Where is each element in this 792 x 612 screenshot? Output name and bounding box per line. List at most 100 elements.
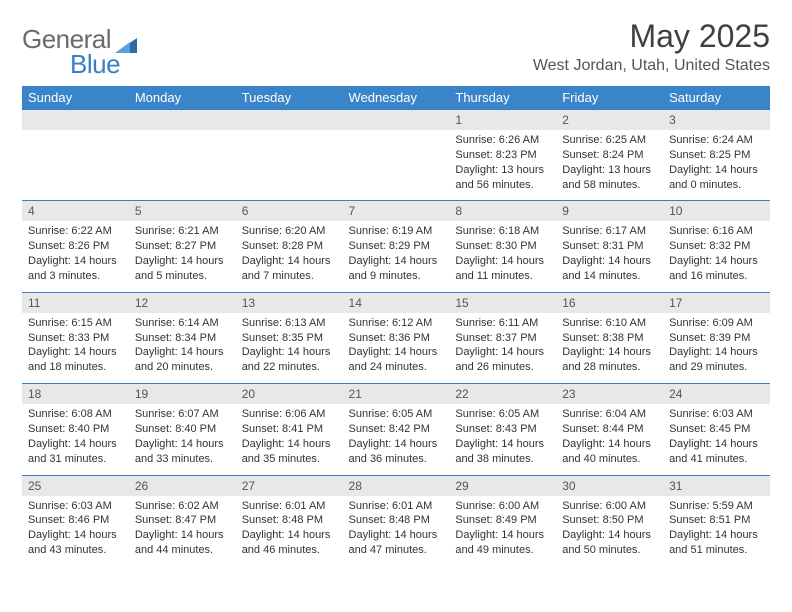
daylight-text: Daylight: 14 hours and 46 minutes.	[242, 528, 337, 558]
sunset-text: Sunset: 8:45 PM	[669, 422, 764, 437]
daylight-text: Daylight: 14 hours and 16 minutes.	[669, 254, 764, 284]
sunrise-text: Sunrise: 6:09 AM	[669, 316, 764, 331]
date-cell: 3	[663, 110, 770, 131]
info-cell: Sunrise: 6:02 AMSunset: 8:47 PMDaylight:…	[129, 496, 236, 566]
sunrise-text: Sunrise: 6:01 AM	[242, 499, 337, 514]
sunrise-text: Sunrise: 6:13 AM	[242, 316, 337, 331]
sunrise-text: Sunrise: 6:05 AM	[349, 407, 444, 422]
date-cell: 21	[343, 384, 450, 405]
daylight-text: Daylight: 14 hours and 44 minutes.	[135, 528, 230, 558]
sunset-text: Sunset: 8:40 PM	[135, 422, 230, 437]
daylight-text: Daylight: 14 hours and 33 minutes.	[135, 437, 230, 467]
month-title: May 2025	[533, 18, 770, 55]
sunset-text: Sunset: 8:26 PM	[28, 239, 123, 254]
sunrise-text: Sunrise: 6:14 AM	[135, 316, 230, 331]
sunrise-text: Sunrise: 6:00 AM	[455, 499, 550, 514]
sunrise-text: Sunrise: 6:04 AM	[562, 407, 657, 422]
daylight-text: Daylight: 14 hours and 0 minutes.	[669, 163, 764, 193]
col-tuesday: Tuesday	[236, 86, 343, 110]
sunset-text: Sunset: 8:49 PM	[455, 513, 550, 528]
info-cell: Sunrise: 6:04 AMSunset: 8:44 PMDaylight:…	[556, 404, 663, 475]
daylight-text: Daylight: 14 hours and 38 minutes.	[455, 437, 550, 467]
date-cell: 11	[22, 292, 129, 313]
sunset-text: Sunset: 8:24 PM	[562, 148, 657, 163]
location-subtitle: West Jordan, Utah, United States	[533, 57, 770, 75]
info-cell: Sunrise: 6:20 AMSunset: 8:28 PMDaylight:…	[236, 221, 343, 292]
info-row: Sunrise: 6:03 AMSunset: 8:46 PMDaylight:…	[22, 496, 770, 566]
date-cell: 31	[663, 475, 770, 496]
col-sunday: Sunday	[22, 86, 129, 110]
info-row: Sunrise: 6:22 AMSunset: 8:26 PMDaylight:…	[22, 221, 770, 292]
sunset-text: Sunset: 8:46 PM	[28, 513, 123, 528]
col-friday: Friday	[556, 86, 663, 110]
info-cell	[236, 130, 343, 201]
sunrise-text: Sunrise: 6:18 AM	[455, 224, 550, 239]
sunrise-text: Sunrise: 6:15 AM	[28, 316, 123, 331]
daylight-text: Daylight: 14 hours and 47 minutes.	[349, 528, 444, 558]
col-thursday: Thursday	[449, 86, 556, 110]
sunrise-text: Sunrise: 6:08 AM	[28, 407, 123, 422]
date-cell: 9	[556, 201, 663, 222]
sunset-text: Sunset: 8:50 PM	[562, 513, 657, 528]
sunset-text: Sunset: 8:51 PM	[669, 513, 764, 528]
info-cell: Sunrise: 6:24 AMSunset: 8:25 PMDaylight:…	[663, 130, 770, 201]
date-row: 45678910	[22, 201, 770, 222]
info-cell: Sunrise: 6:01 AMSunset: 8:48 PMDaylight:…	[343, 496, 450, 566]
info-cell: Sunrise: 6:05 AMSunset: 8:43 PMDaylight:…	[449, 404, 556, 475]
logo: GeneralBlue	[22, 18, 139, 80]
info-cell	[22, 130, 129, 201]
sunset-text: Sunset: 8:44 PM	[562, 422, 657, 437]
info-cell: Sunrise: 6:00 AMSunset: 8:50 PMDaylight:…	[556, 496, 663, 566]
sunrise-text: Sunrise: 5:59 AM	[669, 499, 764, 514]
info-cell	[343, 130, 450, 201]
info-cell: Sunrise: 6:18 AMSunset: 8:30 PMDaylight:…	[449, 221, 556, 292]
info-cell: Sunrise: 6:17 AMSunset: 8:31 PMDaylight:…	[556, 221, 663, 292]
info-row: Sunrise: 6:26 AMSunset: 8:23 PMDaylight:…	[22, 130, 770, 201]
sunset-text: Sunset: 8:48 PM	[349, 513, 444, 528]
sunset-text: Sunset: 8:42 PM	[349, 422, 444, 437]
col-wednesday: Wednesday	[343, 86, 450, 110]
daylight-text: Daylight: 14 hours and 22 minutes.	[242, 345, 337, 375]
date-cell: 19	[129, 384, 236, 405]
sunset-text: Sunset: 8:40 PM	[28, 422, 123, 437]
info-cell: Sunrise: 6:15 AMSunset: 8:33 PMDaylight:…	[22, 313, 129, 384]
daylight-text: Daylight: 14 hours and 51 minutes.	[669, 528, 764, 558]
sunrise-text: Sunrise: 6:00 AM	[562, 499, 657, 514]
date-row: 123	[22, 110, 770, 131]
info-row: Sunrise: 6:15 AMSunset: 8:33 PMDaylight:…	[22, 313, 770, 384]
sunset-text: Sunset: 8:37 PM	[455, 331, 550, 346]
sunrise-text: Sunrise: 6:12 AM	[349, 316, 444, 331]
sunrise-text: Sunrise: 6:02 AM	[135, 499, 230, 514]
info-cell: Sunrise: 5:59 AMSunset: 8:51 PMDaylight:…	[663, 496, 770, 566]
info-cell: Sunrise: 6:11 AMSunset: 8:37 PMDaylight:…	[449, 313, 556, 384]
info-cell: Sunrise: 6:21 AMSunset: 8:27 PMDaylight:…	[129, 221, 236, 292]
date-cell: 17	[663, 292, 770, 313]
daylight-text: Daylight: 14 hours and 28 minutes.	[562, 345, 657, 375]
col-saturday: Saturday	[663, 86, 770, 110]
info-row: Sunrise: 6:08 AMSunset: 8:40 PMDaylight:…	[22, 404, 770, 475]
sunrise-text: Sunrise: 6:19 AM	[349, 224, 444, 239]
date-cell: 12	[129, 292, 236, 313]
date-cell: 29	[449, 475, 556, 496]
sunset-text: Sunset: 8:23 PM	[455, 148, 550, 163]
info-cell: Sunrise: 6:13 AMSunset: 8:35 PMDaylight:…	[236, 313, 343, 384]
sunrise-text: Sunrise: 6:24 AM	[669, 133, 764, 148]
daylight-text: Daylight: 14 hours and 20 minutes.	[135, 345, 230, 375]
sunset-text: Sunset: 8:35 PM	[242, 331, 337, 346]
info-cell: Sunrise: 6:03 AMSunset: 8:46 PMDaylight:…	[22, 496, 129, 566]
date-cell: 5	[129, 201, 236, 222]
date-row: 11121314151617	[22, 292, 770, 313]
daylight-text: Daylight: 14 hours and 50 minutes.	[562, 528, 657, 558]
day-header-row: Sunday Monday Tuesday Wednesday Thursday…	[22, 86, 770, 110]
daylight-text: Daylight: 14 hours and 36 minutes.	[349, 437, 444, 467]
info-cell: Sunrise: 6:08 AMSunset: 8:40 PMDaylight:…	[22, 404, 129, 475]
date-cell: 20	[236, 384, 343, 405]
info-cell: Sunrise: 6:03 AMSunset: 8:45 PMDaylight:…	[663, 404, 770, 475]
daylight-text: Daylight: 14 hours and 35 minutes.	[242, 437, 337, 467]
info-cell: Sunrise: 6:25 AMSunset: 8:24 PMDaylight:…	[556, 130, 663, 201]
info-cell: Sunrise: 6:16 AMSunset: 8:32 PMDaylight:…	[663, 221, 770, 292]
sunrise-text: Sunrise: 6:03 AM	[669, 407, 764, 422]
sunset-text: Sunset: 8:25 PM	[669, 148, 764, 163]
daylight-text: Daylight: 14 hours and 9 minutes.	[349, 254, 444, 284]
date-cell: 23	[556, 384, 663, 405]
